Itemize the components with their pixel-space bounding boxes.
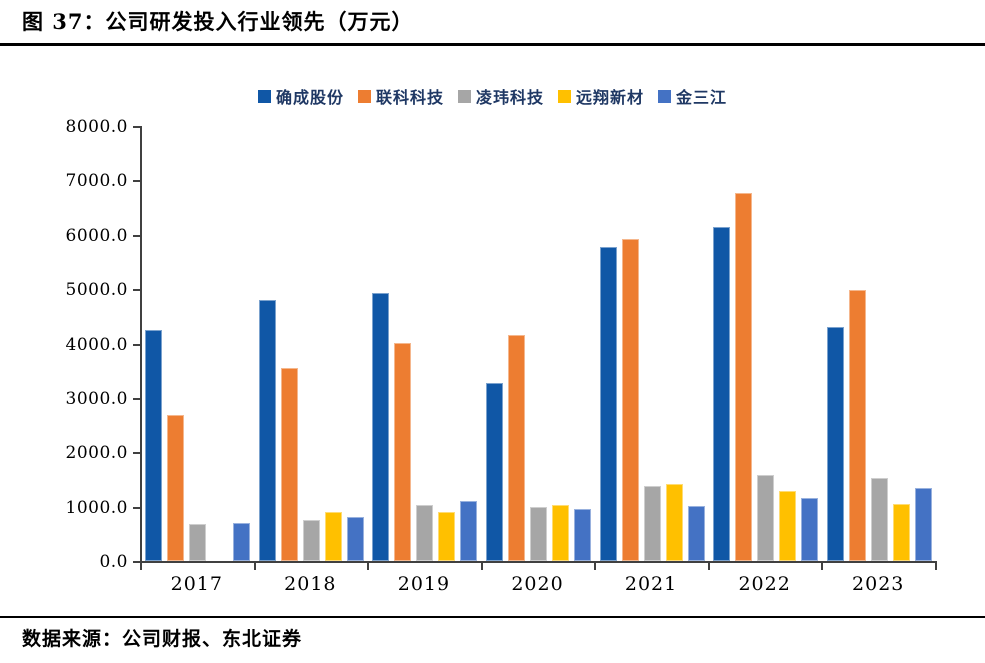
legend-item-确成股份: 确成股份 xyxy=(257,84,344,108)
y-axis-tick xyxy=(133,234,140,237)
bar-联科科技-2022 xyxy=(735,193,753,561)
bar-确成股份-2022 xyxy=(713,227,731,561)
y-axis-line xyxy=(140,126,142,563)
y-axis-tick xyxy=(133,452,140,455)
chart-legend: 确成股份 联科科技 凌玮科技 远翔新材 金三江 xyxy=(0,84,985,108)
x-tick-label: 2019 xyxy=(397,573,451,595)
bar-联科科技-2019 xyxy=(394,343,412,561)
figure-title: 图 37：公司研发投入行业领先（万元） xyxy=(22,9,414,34)
bar-group-2018 xyxy=(255,126,369,561)
x-axis-tick xyxy=(821,563,824,570)
y-tick-label: 8000.0 xyxy=(65,117,128,137)
y-tick-label: 0.0 xyxy=(99,552,128,572)
y-axis-tick xyxy=(133,561,140,563)
bar-金三江-2020 xyxy=(573,509,591,561)
bar-group-2017 xyxy=(141,126,255,561)
bar-金三江-2021 xyxy=(687,506,705,561)
bar-金三江-2022 xyxy=(801,498,819,561)
y-tick-label: 4000.0 xyxy=(65,334,128,355)
y-tick-label: 3000.0 xyxy=(65,388,128,409)
bar-group-2023 xyxy=(822,126,936,561)
x-tick-label: 2021 xyxy=(624,573,678,595)
x-axis-tick xyxy=(140,563,142,570)
bar-group-2021 xyxy=(595,126,709,561)
bar-远翔新材-2022 xyxy=(779,491,797,561)
legend-label: 远翔新材 xyxy=(576,88,645,107)
bar-凌玮科技-2023 xyxy=(870,478,888,561)
bar-联科科技-2020 xyxy=(507,335,525,561)
y-axis-tick xyxy=(133,506,140,509)
y-tick-label: 2000.0 xyxy=(65,443,128,464)
x-axis-tick xyxy=(253,563,256,570)
x-axis-tick xyxy=(480,563,483,570)
legend-item-凌玮科技: 凌玮科技 xyxy=(457,84,544,108)
bar-远翔新材-2023 xyxy=(892,504,910,561)
x-axis-tick xyxy=(707,563,710,570)
y-axis-tick xyxy=(133,397,140,400)
y-axis-tick xyxy=(133,126,140,128)
x-axis-line xyxy=(140,561,937,563)
x-axis-tick xyxy=(935,563,937,570)
bar-凌玮科技-2019 xyxy=(416,505,434,561)
bar-联科科技-2017 xyxy=(167,415,185,561)
legend-label: 凌玮科技 xyxy=(475,88,544,107)
footer-divider xyxy=(0,616,985,618)
legend-swatch-icon xyxy=(658,89,672,103)
y-axis-tick xyxy=(133,289,140,292)
x-tick-label: 2022 xyxy=(738,573,791,595)
bar-远翔新材-2020 xyxy=(551,505,569,561)
legend-swatch-icon xyxy=(257,89,271,103)
legend-label: 金三江 xyxy=(676,88,728,107)
legend-item-远翔新材: 远翔新材 xyxy=(558,84,644,108)
bar-远翔新材-2018 xyxy=(324,512,342,561)
bar-凌玮科技-2020 xyxy=(529,507,547,561)
bar-凌玮科技-2022 xyxy=(757,475,775,561)
legend-swatch-icon xyxy=(558,89,571,103)
bar-确成股份-2023 xyxy=(826,327,844,561)
y-axis-tick xyxy=(133,180,140,183)
bar-确成股份-2020 xyxy=(485,383,503,561)
bar-group-2020 xyxy=(482,126,596,561)
bar-凌玮科技-2018 xyxy=(302,520,320,561)
bar-group-2022 xyxy=(709,126,823,561)
y-axis-tick xyxy=(133,343,140,346)
bar-联科科技-2018 xyxy=(280,368,298,561)
legend-swatch-icon xyxy=(357,89,371,103)
legend-label: 确成股份 xyxy=(275,88,344,107)
bar-金三江-2023 xyxy=(914,488,932,561)
y-tick-label: 7000.0 xyxy=(65,171,128,192)
legend-item-联科科技: 联科科技 xyxy=(357,84,444,108)
x-tick-label: 2020 xyxy=(511,573,564,595)
legend-swatch-icon xyxy=(457,89,471,103)
x-tick-label: 2018 xyxy=(284,573,337,595)
bar-确成股份-2019 xyxy=(372,293,390,561)
x-axis-tick xyxy=(594,563,597,570)
bar-联科科技-2023 xyxy=(848,290,866,561)
bar-凌玮科技-2021 xyxy=(643,486,661,561)
bar-联科科技-2021 xyxy=(621,239,639,561)
x-axis-tick xyxy=(367,563,370,570)
bar-确成股份-2017 xyxy=(145,330,163,561)
x-tick-label: 2023 xyxy=(852,573,905,595)
bar-金三江-2019 xyxy=(460,501,478,561)
bar-确成股份-2021 xyxy=(599,247,617,561)
data-source-note: 数据来源：公司财报、东北证券 xyxy=(22,628,303,650)
y-tick-label: 6000.0 xyxy=(65,225,128,246)
legend-label: 联科科技 xyxy=(375,88,444,107)
bar-group-2019 xyxy=(368,126,482,561)
y-tick-label: 1000.0 xyxy=(65,497,128,518)
x-tick-label: 2017 xyxy=(170,573,223,595)
bar-确成股份-2018 xyxy=(258,300,276,561)
bar-金三江-2017 xyxy=(233,523,251,561)
bar-金三江-2018 xyxy=(346,517,364,561)
bar-远翔新材-2019 xyxy=(438,512,456,561)
bar-凌玮科技-2017 xyxy=(189,524,207,561)
bar-远翔新材-2021 xyxy=(665,484,683,561)
title-underline xyxy=(0,43,985,46)
y-tick-label: 5000.0 xyxy=(65,280,128,301)
legend-item-金三江: 金三江 xyxy=(658,84,727,108)
